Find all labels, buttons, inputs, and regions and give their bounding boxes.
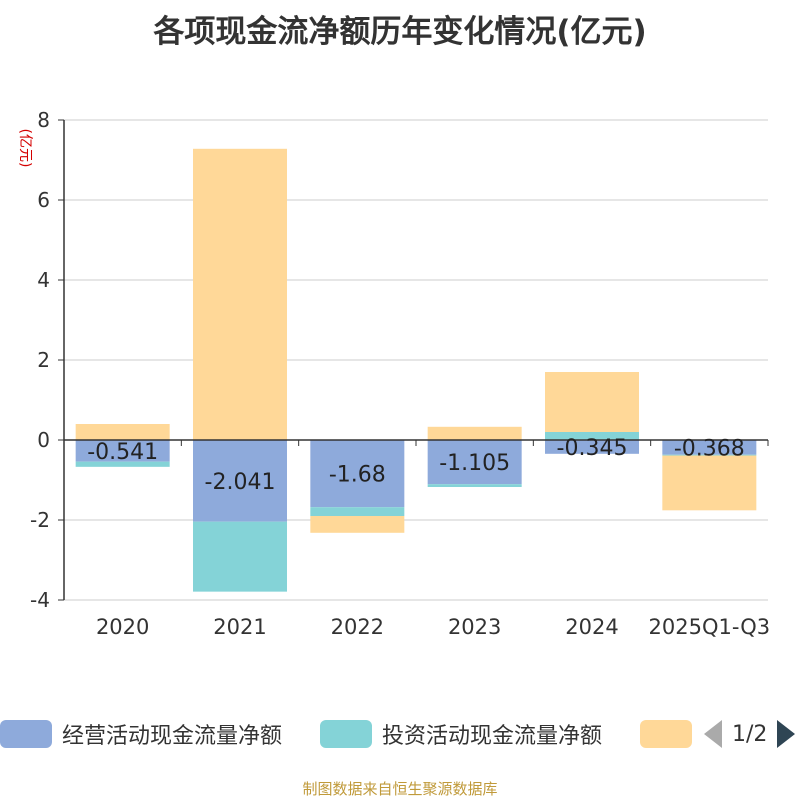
bar-2-2024 [545, 372, 639, 432]
data-label: -1.105 [439, 451, 510, 476]
data-label: -0.541 [87, 440, 158, 465]
legend-pager: 1/2 [704, 716, 796, 752]
data-label: -0.345 [557, 436, 628, 461]
bar-2-2022 [310, 516, 405, 533]
bar-1-2024 [545, 432, 639, 440]
legend-page-indicator: 1/2 [732, 721, 768, 747]
y-tick-label: 8 [37, 108, 50, 132]
bar-1-2020 [75, 461, 170, 467]
bar-2-2021 [193, 148, 287, 441]
y-tick-label: 2 [37, 348, 50, 372]
y-tick-label: 0 [37, 428, 50, 452]
legend-label-investing: 投资活动现金流量净额 [382, 724, 603, 749]
x-tick-label: 2025Q1-Q3 [649, 615, 771, 639]
bar-1-2023 [427, 484, 522, 487]
bar-1-2025Q1-Q3 [662, 454, 757, 456]
legend: 经营活动现金流量净额 投资活动现金流量净额 1/2 [0, 716, 800, 752]
bar-0-2024 [545, 440, 639, 454]
legend-item-operating[interactable]: 经营活动现金流量净额 [0, 716, 282, 752]
legend-label-operating: 经营活动现金流量净额 [62, 724, 283, 749]
chart-title: 各项现金流净额历年变化情况(亿元) [153, 14, 647, 50]
x-tick-label: 2024 [565, 615, 618, 639]
bar-2-2023 [427, 426, 522, 440]
bar-0-2021 [193, 440, 287, 522]
bar-2-2020 [75, 424, 170, 440]
legend-next-icon[interactable] [777, 720, 796, 748]
bar-0-2020 [75, 440, 170, 462]
legend-swatch-operating [0, 720, 52, 748]
data-label: -2.041 [205, 470, 276, 495]
legend-item-third[interactable] [640, 716, 692, 752]
legend-swatch-third [640, 720, 692, 748]
bar-0-2025Q1-Q3 [662, 440, 757, 455]
y-tick-label: -2 [30, 508, 50, 532]
y-tick-label: 6 [37, 188, 50, 212]
data-source-note: 制图数据来自恒生聚源数据库 [302, 780, 498, 798]
bar-0-2023 [427, 440, 522, 485]
data-label: -0.368 [674, 436, 745, 461]
data-label: -1.68 [329, 463, 386, 488]
chart-canvas: -4 -2 0 2 4 6 8 -0.541 -2.041 -1.68 -1.105 -0.345 -0… [30, 108, 771, 639]
x-tick-label: 2021 [213, 615, 266, 639]
x-tick-label: 2023 [448, 615, 501, 639]
bar-2-2025Q1-Q3 [662, 455, 757, 511]
y-tick-label: 4 [37, 268, 50, 292]
x-tick-label: 2022 [331, 615, 384, 639]
x-tick-label: 2020 [96, 615, 149, 639]
bar-1-2021 [193, 521, 287, 592]
legend-item-investing[interactable]: 投资活动现金流量净额 [320, 716, 602, 752]
bar-1-2022 [310, 507, 405, 516]
bar-0-2022 [310, 440, 405, 508]
y-tick-label: -4 [30, 588, 50, 612]
legend-prev-icon[interactable] [704, 720, 722, 748]
legend-swatch-investing [320, 720, 372, 748]
